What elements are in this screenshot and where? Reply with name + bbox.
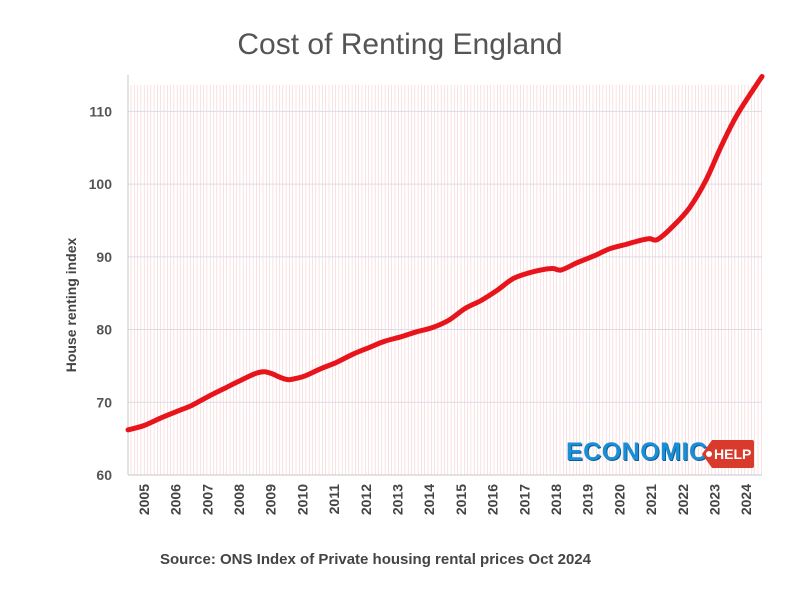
x-tick-label: 2022 bbox=[675, 484, 691, 515]
x-tick-label: 2021 bbox=[643, 484, 659, 515]
x-tick-label: 2005 bbox=[136, 484, 152, 515]
logo-tag-text: HELP bbox=[714, 446, 752, 462]
economics-help-logo: ECONOMICS HELP bbox=[566, 436, 756, 472]
x-tick-label: 2011 bbox=[326, 484, 342, 515]
x-tick-label: 2009 bbox=[263, 484, 279, 515]
x-tick-label: 2013 bbox=[389, 484, 405, 515]
x-tick-label: 2020 bbox=[611, 484, 627, 515]
series-layer bbox=[125, 74, 765, 433]
y-tick-label: 90 bbox=[96, 249, 112, 265]
plot-background-hatch bbox=[130, 85, 762, 475]
x-tick-label: 2010 bbox=[294, 484, 310, 515]
logo-tag-icon: HELP bbox=[702, 440, 754, 468]
axes bbox=[127, 75, 762, 476]
x-tick-label: 2024 bbox=[738, 484, 754, 515]
x-tick-label: 2012 bbox=[358, 484, 374, 515]
x-tick-labels: 2005 2006 2007 2008 2009 2010 2011 2012 2013 2014… bbox=[136, 484, 754, 515]
tag-hole-icon bbox=[706, 451, 712, 457]
x-tick-label: 2018 bbox=[548, 484, 564, 515]
x-tick-label: 2023 bbox=[706, 484, 722, 515]
y-tick-label: 60 bbox=[96, 467, 112, 483]
logo-word: ECONOMICS bbox=[566, 438, 725, 466]
y-tick-labels: 60 70 80 90 100 110 bbox=[89, 103, 113, 483]
x-tick-label: 2014 bbox=[421, 484, 437, 515]
x-tick-label: 2006 bbox=[168, 484, 184, 515]
y-tick-label: 70 bbox=[96, 394, 112, 410]
chart-title: Cost of Renting England bbox=[237, 28, 563, 61]
grid-lines bbox=[128, 110, 762, 403]
x-tick-label: 2016 bbox=[485, 484, 501, 515]
x-tick-label: 2019 bbox=[580, 484, 596, 515]
x-tick-label: 2015 bbox=[453, 484, 469, 515]
series-line-0 bbox=[125, 74, 765, 433]
x-tick-label: 2008 bbox=[231, 484, 247, 515]
x-tick-label: 2007 bbox=[199, 484, 215, 515]
x-tick-label: 2017 bbox=[516, 484, 532, 515]
source-note: Source: ONS Index of Private housing ren… bbox=[160, 551, 591, 568]
y-tick-label: 100 bbox=[89, 176, 113, 192]
y-axis-label: House renting index bbox=[63, 238, 79, 373]
y-tick-label: 80 bbox=[96, 322, 112, 338]
y-tick-label: 110 bbox=[89, 103, 112, 119]
